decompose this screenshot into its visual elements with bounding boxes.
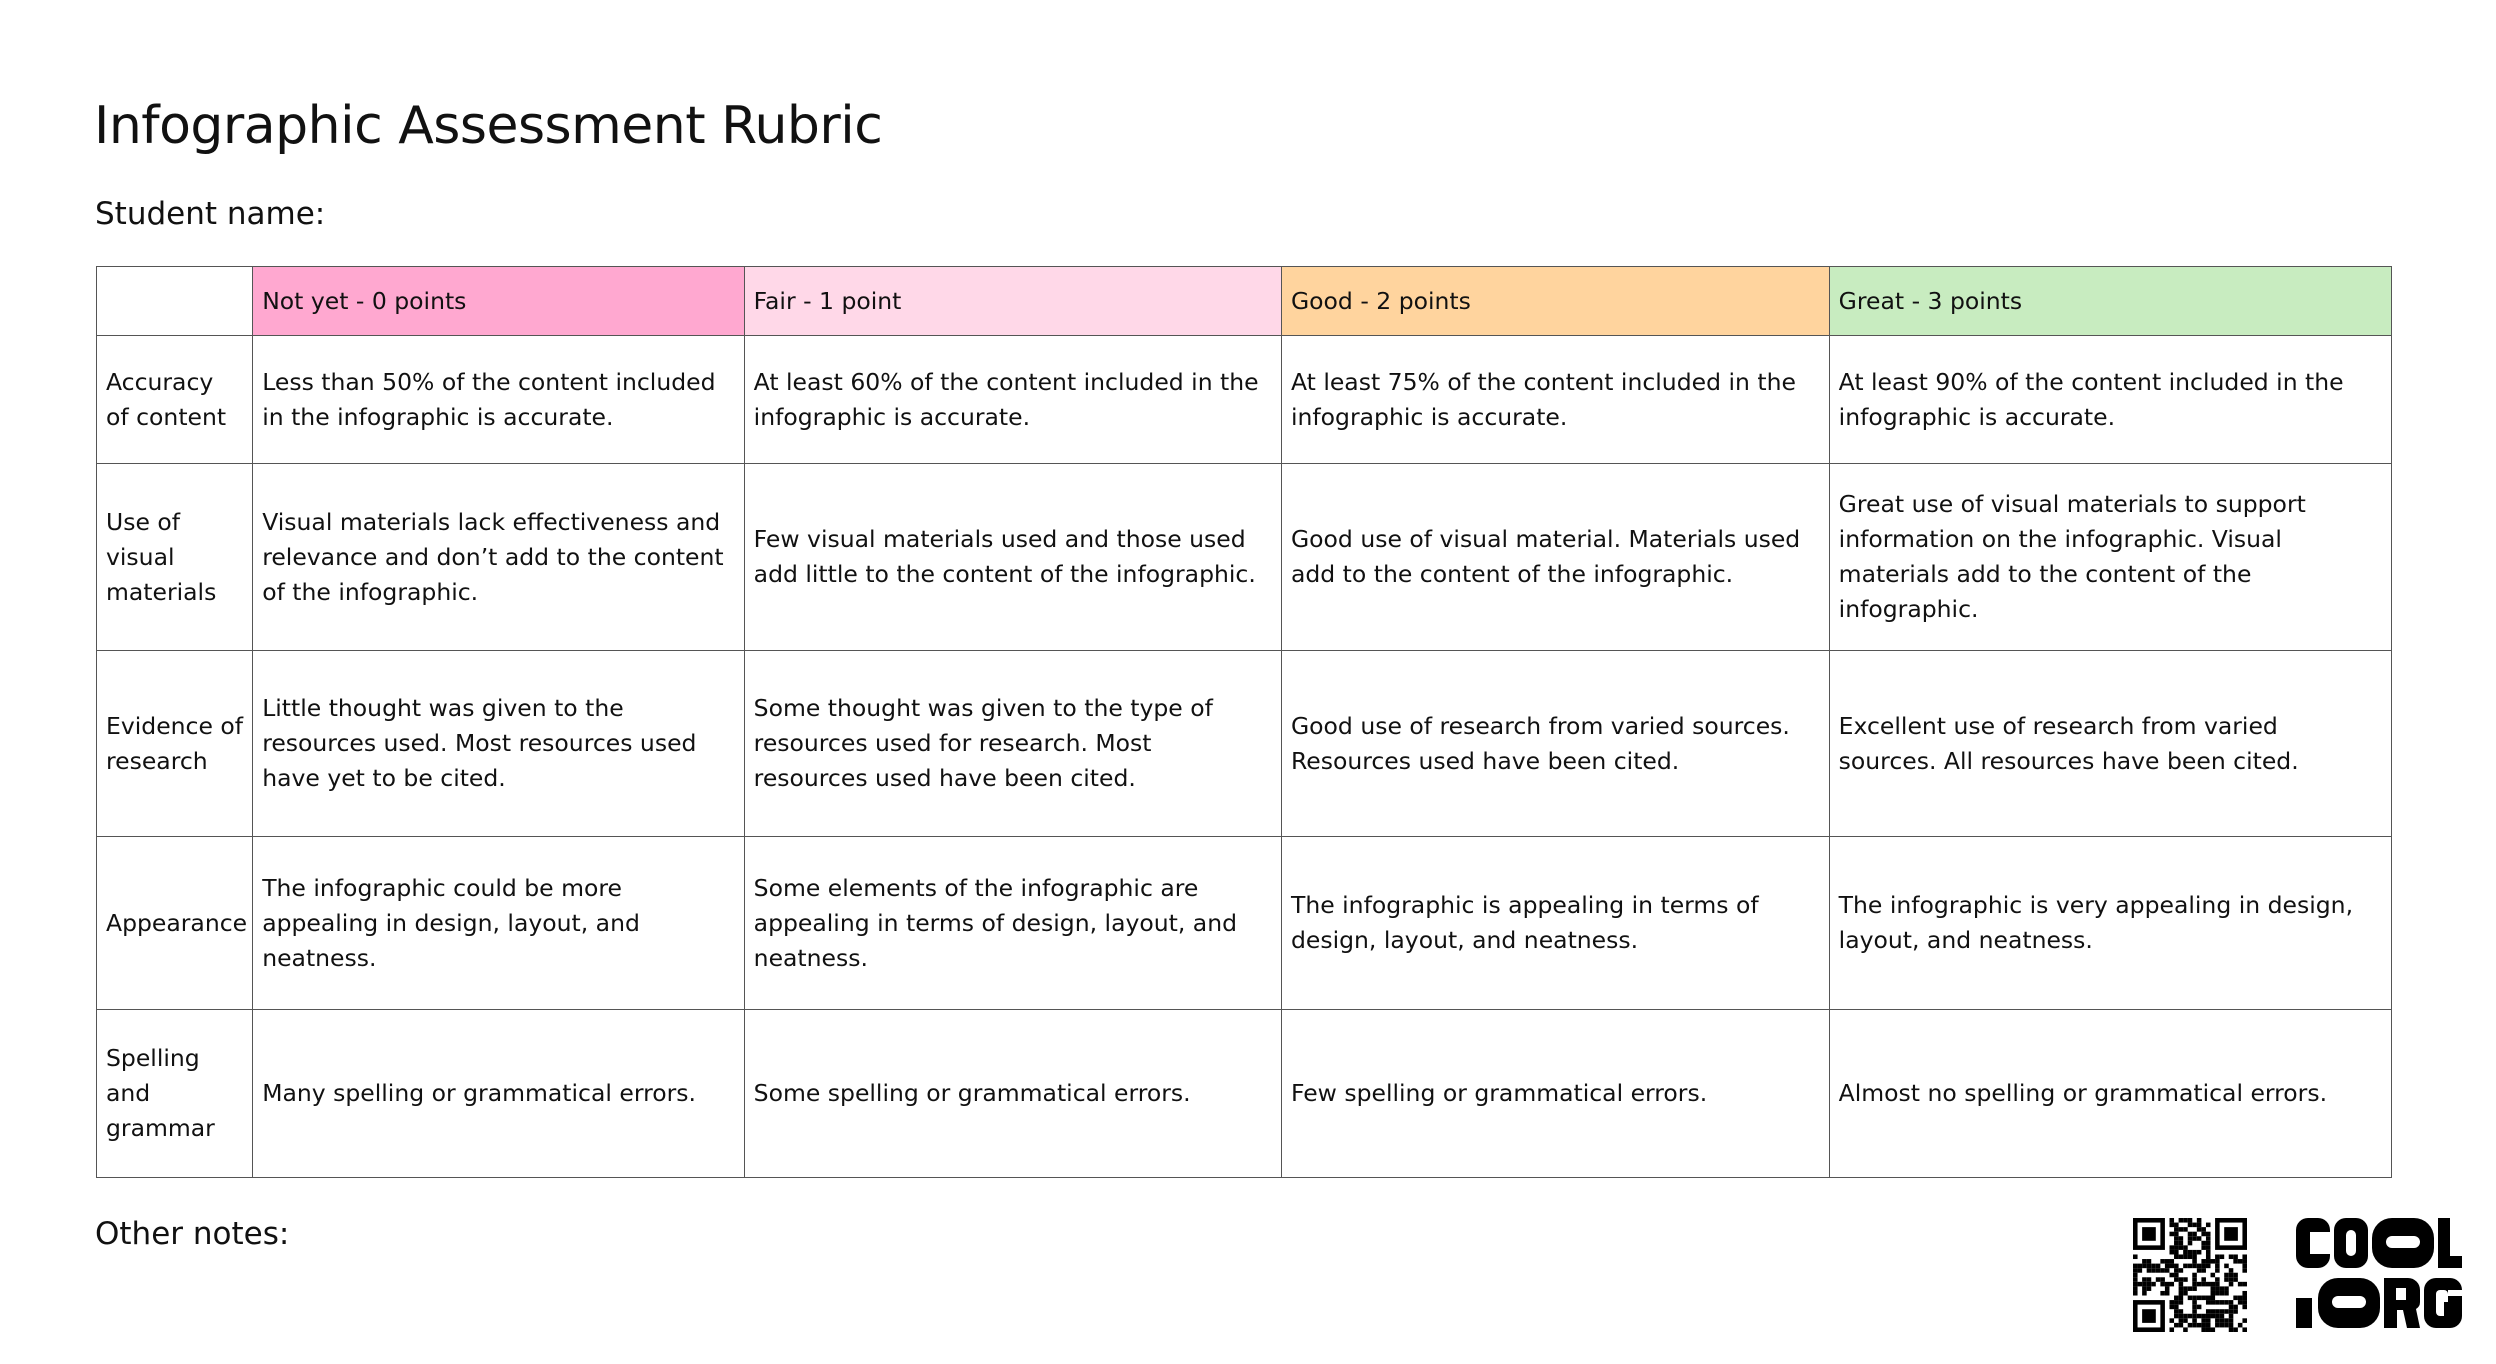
criterion-cell: Use of visual materials	[95, 463, 254, 651]
descriptor-cell: At least 60% of the content included in …	[743, 335, 1282, 464]
descriptor-cell: Some elements of the infographic are app…	[743, 836, 1282, 1010]
criterion-cell: Appearance	[95, 836, 254, 1010]
header-level-1: Fair - 1 point	[743, 266, 1282, 336]
descriptor-cell: Great use of visual materials to support…	[1828, 463, 2393, 651]
criterion-cell: Accuracy of content	[95, 335, 254, 464]
descriptor-cell: At least 90% of the content included in …	[1828, 335, 2393, 464]
descriptor-cell: Few visual materials used and those used…	[743, 463, 1282, 651]
descriptor-cell: Little thought was given to the resource…	[252, 650, 745, 837]
page-title: Infographic Assessment Rubric	[94, 96, 883, 156]
descriptor-cell: Less than 50% of the content included in…	[252, 335, 745, 464]
rubric-row: Spelling and grammar Many spelling or gra…	[95, 1009, 2393, 1178]
descriptor-cell: The infographic is appealing in terms of…	[1280, 836, 1830, 1010]
rubric-row: Accuracy of content Less than 50% of the …	[95, 335, 2393, 464]
criterion-cell: Spelling and grammar	[95, 1009, 254, 1178]
header-level-0: Not yet - 0 points	[252, 266, 745, 336]
cool-org-logo	[2296, 1218, 2462, 1328]
header-level-2: Good - 2 points	[1280, 266, 1830, 336]
rubric-row: Evidence of research Little thought was g…	[95, 650, 2393, 837]
other-notes-label: Other notes:	[95, 1216, 290, 1252]
descriptor-cell: At least 75% of the content included in …	[1280, 335, 1830, 464]
rubric-table: Not yet - 0 points Fair - 1 point Good -…	[95, 266, 2393, 1178]
header-level-3: Great - 3 points	[1828, 266, 2393, 336]
criterion-cell: Evidence of research	[95, 650, 254, 837]
descriptor-cell: Many spelling or grammatical errors.	[252, 1009, 745, 1178]
descriptor-cell: Almost no spelling or grammatical errors…	[1828, 1009, 2393, 1178]
descriptor-cell: Good use of visual material. Materials u…	[1280, 463, 1830, 651]
descriptor-cell: Good use of research from varied sources…	[1280, 650, 1830, 837]
descriptor-cell: Excellent use of research from varied so…	[1828, 650, 2393, 837]
descriptor-cell: Some thought was given to the type of re…	[743, 650, 1282, 837]
rubric-row: Appearance The infographic could be more …	[95, 836, 2393, 1010]
qr-code-icon	[2133, 1218, 2247, 1332]
header-row: Not yet - 0 points Fair - 1 point Good -…	[95, 266, 2393, 336]
student-name-label: Student name:	[95, 196, 326, 232]
rubric-row: Use of visual materials Visual materials …	[95, 463, 2393, 651]
descriptor-cell: Few spelling or grammatical errors.	[1280, 1009, 1830, 1178]
header-empty-cell	[95, 266, 254, 336]
descriptor-cell: Some spelling or grammatical errors.	[743, 1009, 1282, 1178]
descriptor-cell: The infographic is very appealing in des…	[1828, 836, 2393, 1010]
descriptor-cell: Visual materials lack effectiveness and …	[252, 463, 745, 651]
descriptor-cell: The infographic could be more appealing …	[252, 836, 745, 1010]
